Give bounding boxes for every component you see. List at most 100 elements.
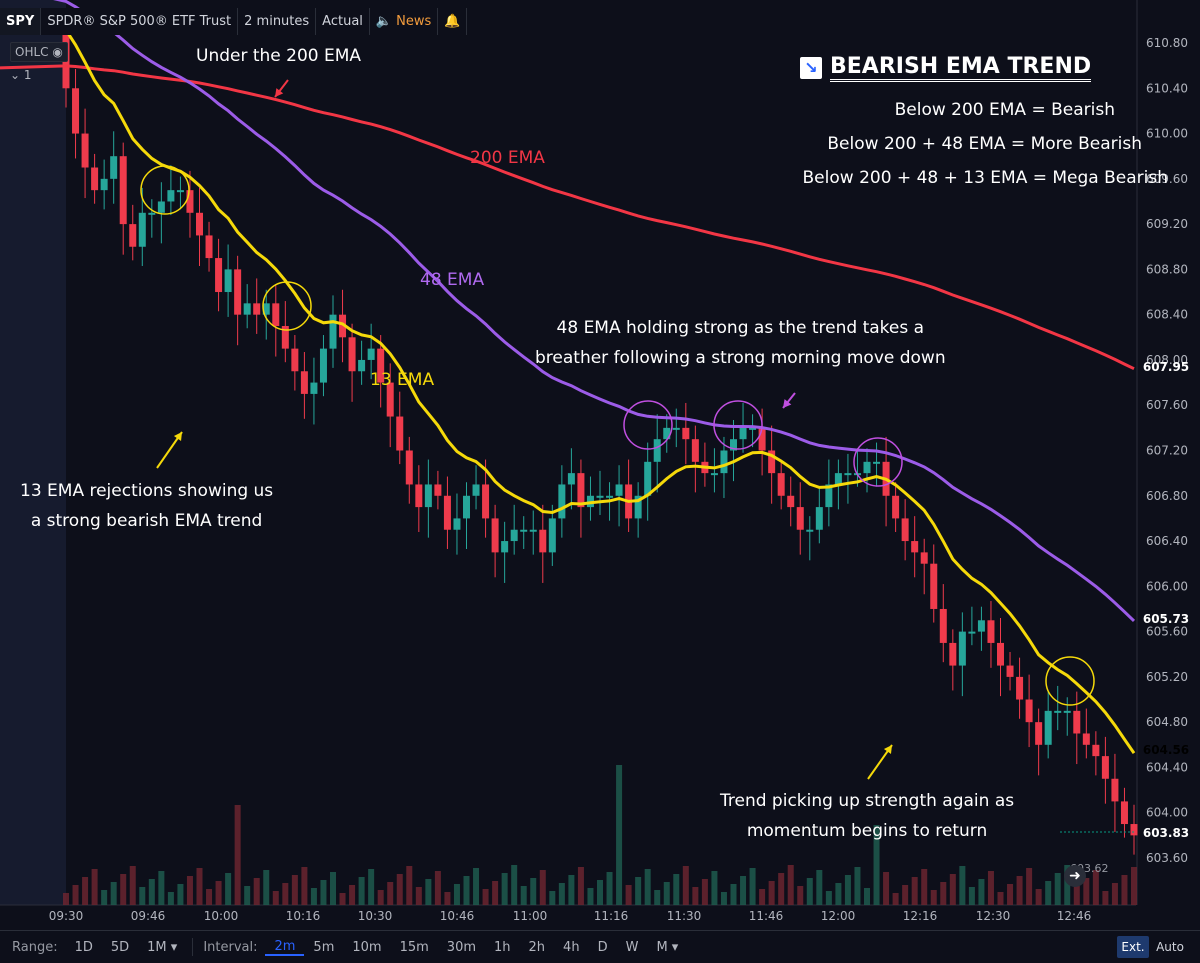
annotation-rejections-line-2: a strong bearish EMA trend (30, 511, 263, 531)
range-1d[interactable]: 1D (74, 939, 93, 955)
interval-4h[interactable]: 4h (563, 939, 580, 955)
x-tick-label: 12:00 (821, 909, 856, 923)
y-tick-label: 609.60 (1146, 172, 1188, 186)
volume-bar (720, 892, 727, 905)
arrow-holding-head (783, 399, 792, 408)
candle-body (110, 156, 118, 179)
volume-bar (82, 877, 89, 905)
volume-bar (148, 879, 155, 905)
auto-scale-button[interactable]: Auto (1156, 940, 1184, 954)
candle-body (806, 529, 814, 532)
price-tag-ema48-label: 605.73 (1142, 612, 1190, 626)
candle-body (310, 382, 318, 394)
candle-body (768, 450, 776, 474)
interval-d[interactable]: D (597, 939, 608, 955)
volume-bar (434, 871, 441, 905)
candle-body (691, 439, 699, 462)
y-tick-label: 610.00 (1146, 127, 1188, 141)
volume-bar (320, 880, 327, 905)
highlight-circle (623, 400, 673, 450)
volume-bar (1045, 881, 1052, 905)
candle-body (892, 495, 900, 519)
candle-body (272, 303, 280, 326)
candle-body (710, 473, 718, 476)
volume-bar (186, 876, 193, 905)
annotation-pickup-line-1: Trend picking up strength again as (720, 791, 1015, 811)
x-tick-label: 11:30 (667, 909, 702, 923)
volume-bar (892, 893, 899, 905)
symbol-name[interactable]: SPDR® S&P 500® ETF Trust (41, 8, 239, 35)
extended-hours-button[interactable]: Ext. (1117, 936, 1149, 958)
volume-bar (272, 891, 279, 905)
volume-bar (482, 889, 489, 905)
range-5d[interactable]: 5D (110, 939, 130, 955)
volume-bar (701, 879, 708, 905)
candle-body (520, 529, 528, 532)
news-button[interactable]: 🔈 News (370, 8, 439, 35)
volume-bar (673, 874, 680, 905)
alert-bell-icon[interactable]: 🔔 (438, 8, 468, 35)
interval-2h[interactable]: 2h (528, 939, 546, 955)
interval-5m[interactable]: 5m (313, 939, 335, 955)
candle-body (1082, 733, 1090, 745)
candle-body (81, 133, 89, 168)
candle-body (72, 88, 80, 134)
volume-bar (358, 877, 365, 905)
interval-30m[interactable]: 30m (446, 939, 477, 955)
interval-2m[interactable]: 2m (265, 939, 305, 956)
price-mode[interactable]: Actual (316, 8, 370, 35)
interval-10m[interactable]: 10m (352, 939, 382, 955)
candle-body (825, 484, 833, 508)
range-1m[interactable]: 1M ▾ (147, 939, 178, 955)
candle-body (119, 156, 127, 225)
volume-bar (377, 890, 384, 905)
candle-body (911, 541, 919, 553)
interval-m[interactable]: M ▾ (656, 939, 679, 955)
candle-body (262, 303, 270, 315)
candle-body (1054, 710, 1062, 713)
volume-bar (730, 884, 737, 905)
volume-bar (129, 866, 136, 905)
highlight-circle (1045, 656, 1095, 706)
volume-bar (558, 883, 565, 905)
volume-bar (301, 867, 308, 905)
interval-label[interactable]: 2 minutes (238, 8, 317, 35)
y-tick-label: 604.40 (1146, 760, 1188, 774)
interval-w[interactable]: W (625, 939, 639, 955)
candle-body (386, 382, 394, 417)
candle-body (339, 314, 347, 338)
price-tag-ema13: 604.56 (1140, 739, 1192, 761)
ohlc-toggle[interactable]: OHLC ◉ (10, 42, 68, 62)
candle-body (129, 224, 137, 247)
premarket-shade (0, 0, 66, 905)
candle-body (958, 631, 966, 666)
interval-15m[interactable]: 15m (399, 939, 429, 955)
candle-body (901, 518, 909, 542)
volume-bar (587, 888, 594, 905)
volume-bar (234, 805, 241, 905)
candle-body (777, 473, 785, 496)
volume-bar (520, 886, 527, 905)
arrow-pickup-head (883, 745, 892, 754)
volume-bar (167, 892, 174, 905)
volume-bar (1092, 870, 1099, 905)
volume-bar (1073, 886, 1080, 905)
volume-bar (835, 883, 842, 905)
symbol-ticker[interactable]: SPY (0, 8, 42, 35)
interval-1h[interactable]: 1h (494, 939, 511, 955)
candle-body (424, 484, 432, 508)
y-tick-label: 603.60 (1146, 851, 1188, 865)
volume-bar (597, 880, 603, 905)
volume-bar (625, 885, 632, 905)
legend-title-text: BEARISH EMA TREND (830, 54, 1092, 82)
candle-body (348, 337, 356, 372)
price-tag-last: 603.83 (1140, 822, 1192, 844)
scroll-to-realtime-icon[interactable]: ➜ (1064, 865, 1086, 887)
highlight-circle (853, 437, 903, 487)
chart-down-icon: ↘ (800, 57, 822, 79)
price-chart[interactable]: 610.80 610.40 610.00 609.60 609.20 608.80 608.… (0, 0, 1200, 930)
volume-bar (987, 871, 994, 905)
indicator-count[interactable]: ⌄ 1 (10, 68, 32, 82)
volume-bar (120, 874, 127, 905)
volume-bar (1102, 891, 1109, 905)
